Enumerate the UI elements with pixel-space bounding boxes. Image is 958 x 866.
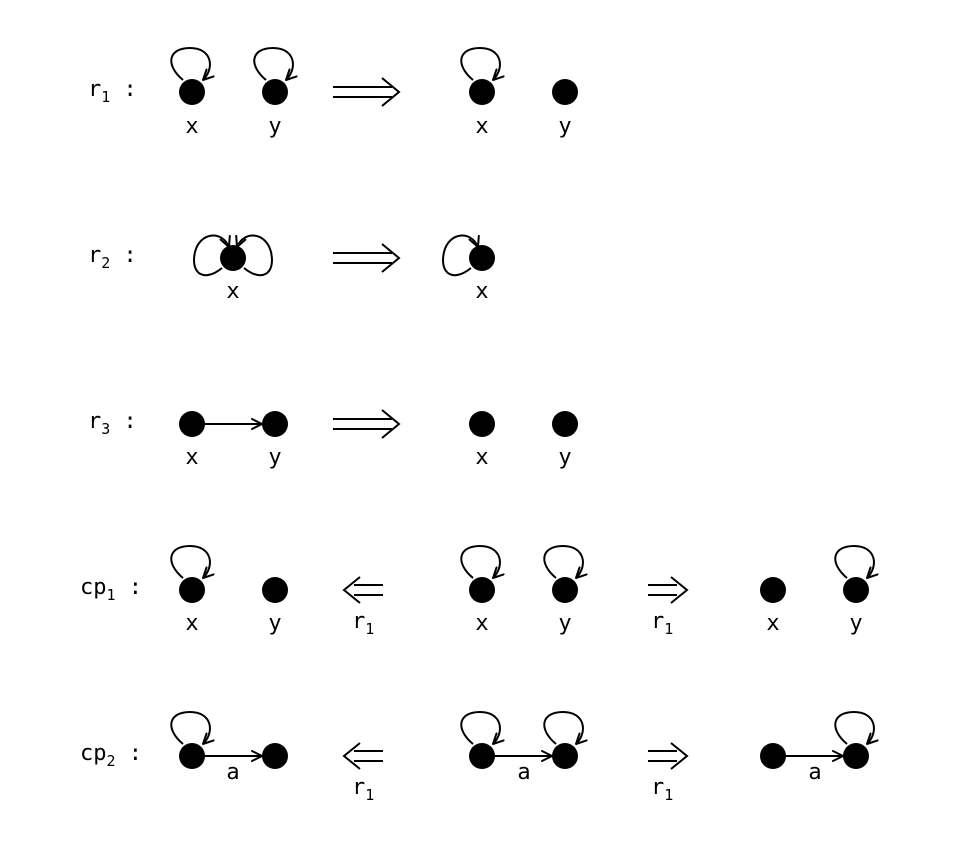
node-x xyxy=(760,577,786,603)
node-label-y: y xyxy=(849,611,862,636)
rule-r2-row: r2 : x x xyxy=(88,234,495,304)
loop-edge xyxy=(834,544,879,579)
loop-edge xyxy=(235,234,273,277)
node-target xyxy=(552,743,578,769)
node-label-x: x xyxy=(185,445,198,470)
loop-edge xyxy=(193,234,231,277)
node-label-x: x xyxy=(475,611,488,636)
node-target xyxy=(262,743,288,769)
rewrite-step-arrow-left xyxy=(342,742,383,770)
node-y xyxy=(843,577,869,603)
node-label-x: x xyxy=(475,114,488,139)
node-label-x: x xyxy=(475,445,488,470)
node-x xyxy=(469,411,495,437)
node-y xyxy=(552,577,578,603)
step-label: r1 xyxy=(651,609,673,638)
rule-r3-row: r3 : x y x y xyxy=(88,409,578,470)
rewrite-arrow xyxy=(333,243,401,273)
node-x xyxy=(179,79,205,105)
edge-label-a: a xyxy=(517,760,530,785)
rewrite-step-arrow-right xyxy=(648,742,689,770)
node-label-y: y xyxy=(558,445,571,470)
critical-pair-cp1-row: cp1 : x y r1 x y r1 xyxy=(80,544,879,638)
loop-edge xyxy=(543,544,588,579)
loop-edge xyxy=(460,46,505,81)
step-label: r1 xyxy=(651,775,673,804)
rewrite-step-arrow-right xyxy=(648,576,689,604)
node-y xyxy=(262,79,288,105)
loop-edge xyxy=(170,46,215,81)
rule-label-r2: r2 : xyxy=(88,243,137,272)
node-x xyxy=(179,411,205,437)
loop-edge xyxy=(253,46,298,81)
node-label-y: y xyxy=(268,114,281,139)
node-source xyxy=(179,743,205,769)
node-label-x: x xyxy=(475,279,488,304)
edge-label-a: a xyxy=(808,760,821,785)
node-x xyxy=(469,79,495,105)
node-label-x: x xyxy=(185,114,198,139)
rewrite-arrow xyxy=(333,409,401,439)
node-label-y: y xyxy=(268,611,281,636)
node-label-x: x xyxy=(185,611,198,636)
node-y xyxy=(552,411,578,437)
node-x xyxy=(220,245,246,271)
node-target xyxy=(843,743,869,769)
loop-edge xyxy=(543,710,588,745)
node-label-y: y xyxy=(268,445,281,470)
node-y xyxy=(552,79,578,105)
critical-pair-cp2-row: cp2 : a r1 a r1 xyxy=(80,710,879,804)
rule-label-r1: r1 : xyxy=(88,77,137,106)
rewrite-step-arrow-left xyxy=(342,576,383,604)
node-label-x: x xyxy=(766,611,779,636)
edge-label-a: a xyxy=(226,760,239,785)
node-x xyxy=(469,245,495,271)
node-source xyxy=(760,743,786,769)
rule-label-cp2: cp2 : xyxy=(80,741,142,770)
node-y xyxy=(262,577,288,603)
rule-label-r3: r3 : xyxy=(88,409,137,438)
rule-r1-row: r1 : x y x y xyxy=(88,46,578,139)
node-source xyxy=(469,743,495,769)
rewrite-arrow xyxy=(333,77,401,107)
loop-edge xyxy=(460,544,505,579)
loop-edge xyxy=(834,710,879,745)
step-label: r1 xyxy=(352,775,374,804)
loop-edge xyxy=(442,234,480,277)
node-x xyxy=(179,577,205,603)
rule-label-cp1: cp1 : xyxy=(80,575,142,604)
node-x xyxy=(469,577,495,603)
node-y xyxy=(262,411,288,437)
step-label: r1 xyxy=(352,609,374,638)
loop-edge xyxy=(170,544,215,579)
loop-edge xyxy=(460,710,505,745)
node-label-y: y xyxy=(558,114,571,139)
node-label-x: x xyxy=(226,279,239,304)
node-label-y: y xyxy=(558,611,571,636)
loop-edge xyxy=(170,710,215,745)
